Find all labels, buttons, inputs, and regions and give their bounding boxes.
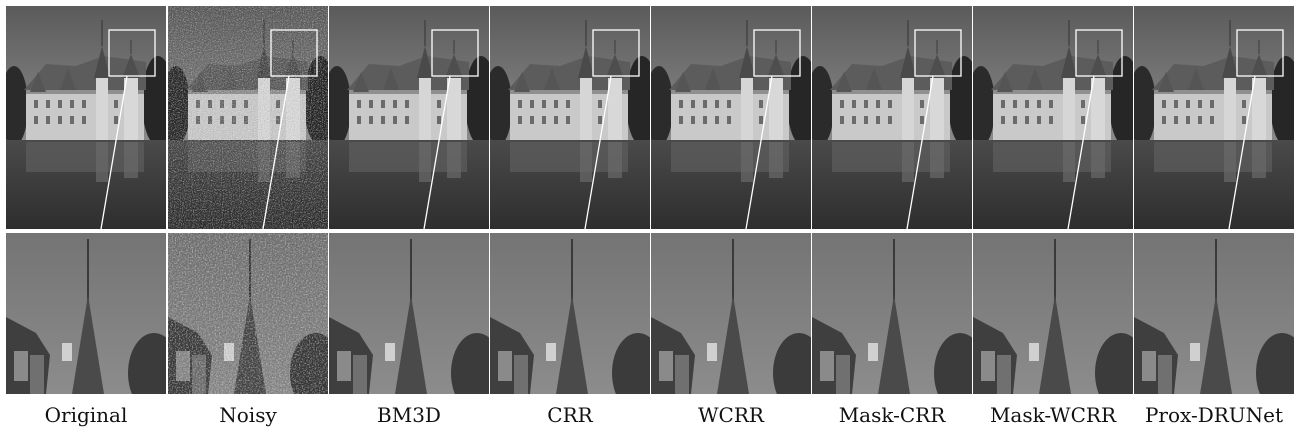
zoomed-crop	[1134, 233, 1294, 394]
method-label: Original	[44, 403, 128, 427]
method-label: Noisy	[219, 403, 277, 427]
method-label: BM3D	[377, 403, 441, 427]
full-image	[6, 6, 166, 229]
full-image	[329, 6, 489, 229]
method-label: Mask-WCRR	[989, 403, 1117, 427]
zoomed-crop	[490, 233, 650, 394]
full-image	[168, 6, 328, 229]
method-label: CRR	[547, 403, 593, 427]
zoomed-crop	[6, 233, 166, 394]
zoomed-crop	[329, 233, 489, 394]
method-label: WCRR	[698, 403, 764, 427]
full-image	[651, 6, 811, 229]
method-label: Prox-DRUNet	[1144, 403, 1284, 427]
full-image	[1134, 6, 1294, 229]
method-label: Mask-CRR	[838, 403, 946, 427]
full-image	[490, 6, 650, 229]
full-image	[812, 6, 972, 229]
zoomed-crop	[168, 233, 328, 394]
full-image	[973, 6, 1133, 229]
zoomed-crop	[973, 233, 1133, 394]
zoomed-crop	[812, 233, 972, 394]
zoomed-crop	[651, 233, 811, 394]
